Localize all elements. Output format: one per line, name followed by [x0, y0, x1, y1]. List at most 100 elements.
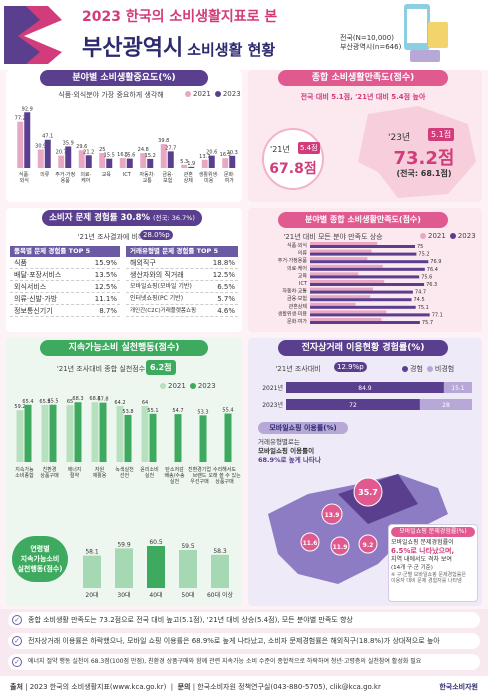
tick-label: 60대 이상 — [207, 591, 234, 599]
bar — [310, 302, 356, 306]
bar — [310, 264, 383, 268]
tick-label: 오래 쓸 수 있는 — [208, 472, 241, 479]
ecommerce-chart: 2021년 84.9 15.1 2023년 72 28 — [262, 382, 472, 410]
tick-label: 문화·여가 — [287, 318, 307, 325]
data-label: 55.4 — [222, 408, 233, 414]
tick-label: 문화· — [224, 172, 235, 178]
bar — [181, 164, 188, 168]
data-label: 65.4 — [22, 399, 33, 405]
page-title: 부산광역시 소비생활 현황 — [82, 30, 275, 62]
ecommerce-legend: 경험 비경험 — [398, 364, 454, 374]
data-label: 13.7 — [199, 154, 210, 160]
mobile-problem-note: ※ 구·군별 모바일쇼핑 문제경험률은 이용자 대비 문제 경험자를 나타냄 — [391, 572, 466, 584]
table-row: 정보통신기기 8.7% — [10, 305, 120, 317]
tick-label: 윤리소비 — [140, 466, 158, 473]
satisfaction-panel: 종합 소비생활만족도(점수) 전국 대비 5.1점, '21년 대비 5.4점 … — [248, 70, 482, 202]
data-label: 76.9 — [430, 259, 441, 265]
bar — [310, 295, 371, 299]
tick-label: 교육 — [102, 172, 112, 178]
field-sat-panel: 분야별 종합 소비생활만족도(점수) '21년 대비 모든 분야 만족도 상승 … — [248, 208, 482, 332]
map-badge-circle — [321, 503, 343, 525]
tick-label: 브랜드 — [193, 472, 207, 479]
data-label: 76.4 — [427, 267, 438, 273]
tick-label: 절약 — [70, 472, 80, 479]
source-bar: 출처 | 2023 한국의 소비생활지표(www.kca.go.kr) | 문의… — [0, 676, 488, 699]
row-name: 의류·신발·가방 — [14, 295, 58, 303]
field-sat-subtitle: '21년 대비 모든 분야 만족도 상승 — [283, 233, 383, 241]
row-value: 15.9% — [94, 259, 117, 267]
tick-label: 의류 — [298, 250, 308, 257]
tick-label: 관혼상제 — [289, 303, 308, 310]
data-label: 15.2 — [145, 153, 156, 159]
legend-2023: 2023 — [457, 232, 476, 240]
field-sat-title: 분야별 종합 소비생활만족도(점수) — [278, 212, 448, 228]
importance-legend: 2021 2023 — [181, 90, 241, 98]
row-value: 6.5% — [217, 283, 235, 291]
y21-label: '21년 — [270, 145, 290, 154]
data-label: 65.5 — [47, 399, 58, 405]
mobile-problem-text: (14개 구·군 기준) — [391, 565, 433, 571]
bar — [65, 146, 72, 168]
row-value: 18.8% — [212, 259, 235, 267]
bar — [224, 413, 232, 462]
data-label: 76.3 — [426, 282, 437, 288]
y23-badge: 5.1점 — [428, 128, 455, 141]
ecommerce-title: 전자상거래 이용현황 경험률(%) — [278, 340, 448, 356]
legend-experience: 경험 — [410, 365, 423, 373]
legend-2021: 2021 — [193, 90, 211, 98]
tick-label: 주거·가정 — [55, 171, 75, 178]
tick-label: ICT — [123, 172, 132, 178]
tick-label: 금융· — [162, 172, 173, 178]
tick-label: 생활위생·미용 — [278, 310, 308, 317]
data-label: 75.1 — [418, 305, 429, 311]
tick-label: 의료·케어 — [287, 265, 307, 272]
data-label: 68.3 — [72, 396, 83, 402]
y23-national: (전국: 68.1점) — [396, 169, 452, 178]
table-row: 해외직구 18.8% — [126, 257, 238, 269]
data-label: 24.8 — [138, 147, 149, 153]
row-name: 외식서비스 — [14, 283, 47, 291]
check-icon: ✓ — [12, 636, 22, 646]
tick-label: 여가 — [225, 177, 235, 184]
bar — [310, 305, 416, 309]
bar — [147, 546, 165, 588]
data-label: 55.1 — [147, 408, 158, 414]
survey-info: 전국(N=10,000) 부산광역시(n=646) — [340, 34, 401, 52]
tick-label: 식품·외식 — [287, 242, 307, 249]
tick-label: 재활용 — [93, 472, 107, 479]
row-name: 인터넷쇼핑(PC 기반) — [130, 295, 184, 302]
map-badge-label: 11.9 — [333, 544, 348, 551]
bar — [99, 402, 107, 462]
bar — [140, 153, 147, 168]
row-name: 모바일쇼핑(모바일 기반) — [130, 283, 192, 290]
y21-circle: '21년 5.4점 67.8점 — [262, 128, 324, 190]
problems-trade-table: 거래유형별 문제 경험률 TOP 5 해외직구 18.8% 생산자와의 직거래 12… — [126, 246, 238, 317]
bar — [78, 150, 85, 168]
data-label: 25 — [99, 147, 105, 153]
field-sat-chart: 식품·외식 75 의류 75.2 주거·가정용품 76.9 의료·케어 76.4 교육 75.6 I… — [278, 242, 443, 326]
tick-label: 미용 — [204, 177, 214, 184]
bar — [286, 399, 420, 410]
bar — [17, 121, 24, 168]
data-label: 30.9 — [35, 143, 46, 149]
data-label: 59.2 — [14, 404, 25, 410]
check-icon: ✓ — [12, 657, 22, 667]
tick-label: 녹색실천 — [115, 466, 134, 473]
row-name: 생산자와의 직거래 — [130, 271, 184, 279]
bar — [66, 405, 74, 462]
contact-label: 문의 — [177, 683, 191, 691]
logo-icon — [4, 6, 62, 64]
age-chart: 58.1 20대 59.9 30대 60.5 40대 59.5 50대 58.3 60대 이상 — [83, 539, 234, 599]
title-sub: 소비생활 현황 — [187, 41, 276, 59]
tick-label: 탄소저감 — [165, 466, 184, 473]
data-label: 77.2 — [15, 116, 26, 122]
importance-chart: 77.2 92.9 식품·외식 30.9 47.1 의류 20.7 35.9 주거·가정용품 29… — [15, 106, 238, 184]
row-value: 13.5% — [94, 271, 117, 279]
table-row: 외식서비스 12.5% — [10, 281, 120, 293]
sustain-title: 지속가능소비 실천행동(점수) — [40, 340, 208, 356]
bar — [74, 402, 82, 462]
bar — [310, 283, 425, 286]
problems-badge: 28.0%p — [140, 230, 173, 240]
data-label: 16.5 — [117, 152, 128, 158]
